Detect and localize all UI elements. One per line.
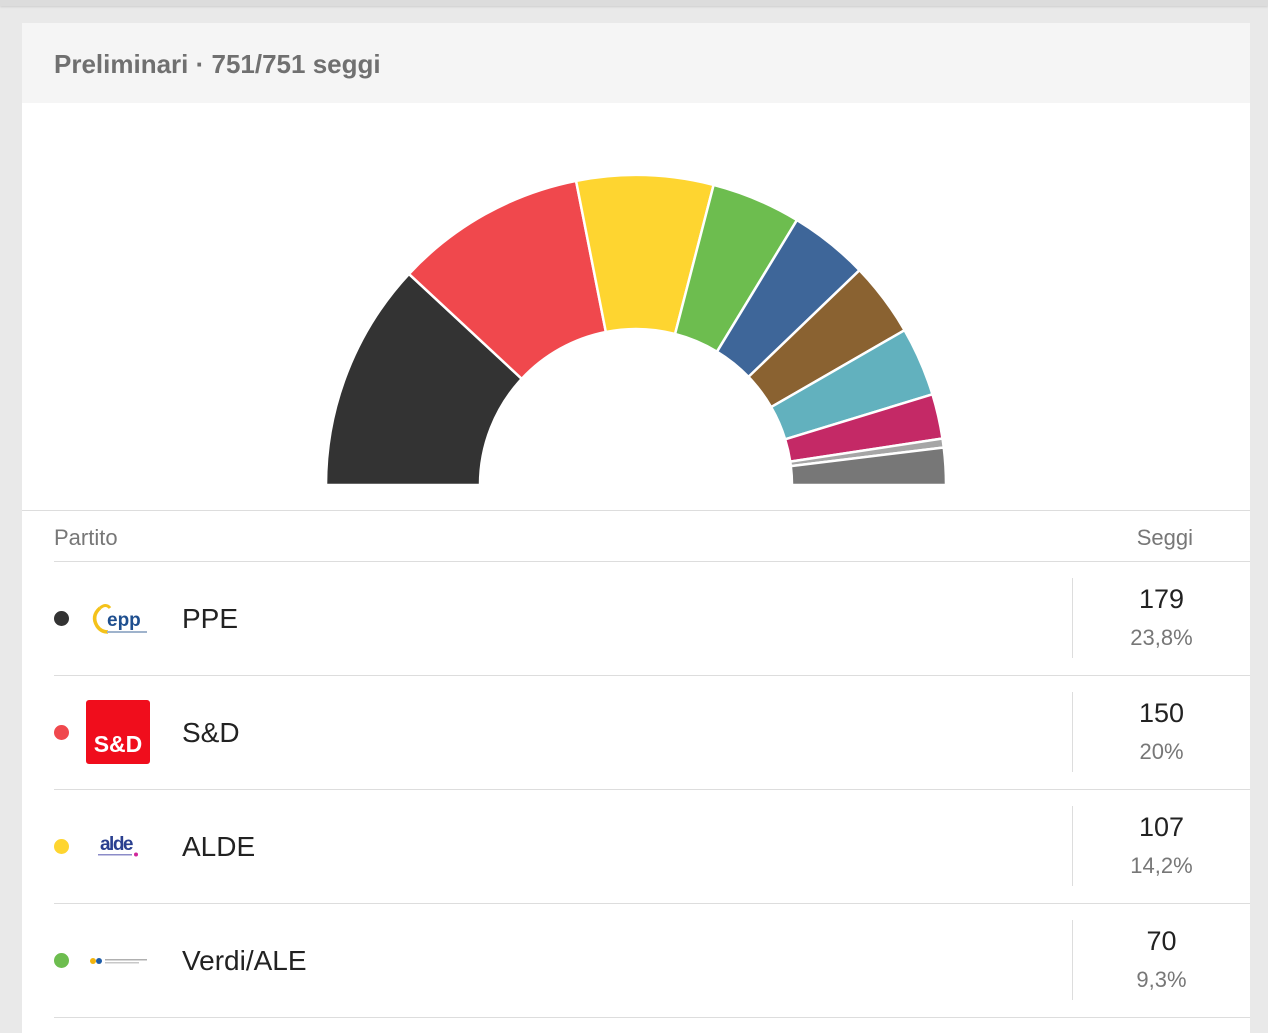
svg-text:alde: alde: [100, 834, 133, 855]
svg-text:S&D: S&D: [94, 731, 143, 757]
party-name: Verdi/ALE: [182, 945, 307, 976]
party-row-ppe[interactable]: epp PPE 179 23,8%: [54, 562, 1250, 676]
seat-percentage: 23,8%: [1130, 625, 1193, 650]
seat-count: 150: [1138, 698, 1185, 728]
results-card: Preliminari · 751/751 seggi Partito Segg…: [22, 23, 1250, 1033]
sd-logo-icon: S&D: [86, 700, 150, 764]
card-title: Preliminari · 751/751 seggi: [54, 49, 381, 79]
svg-text:epp: epp: [107, 610, 141, 631]
party-name: ALDE: [182, 831, 256, 862]
seat-percentage: 14,2%: [1130, 853, 1193, 878]
chart-divider: [22, 510, 1250, 511]
card-header: Preliminari · 751/751 seggi: [22, 23, 1250, 103]
seat-distribution-chart: [324, 173, 948, 487]
party-row-sd[interactable]: S&D S&D 150 20%: [54, 676, 1250, 790]
seat-count: 70: [1146, 926, 1177, 956]
seat-percentage: 9,3%: [1136, 967, 1187, 992]
alde-logo-icon: alde: [98, 834, 138, 857]
column-separator: [1072, 920, 1073, 1000]
party-color-dot: [54, 725, 69, 740]
greens-efa-logo-icon: [90, 958, 147, 964]
top-rule: [0, 0, 1268, 6]
party-row-alde[interactable]: alde ALDE 107 14,2%: [54, 790, 1250, 904]
party-color-dot: [54, 611, 69, 626]
party-color-dot: [54, 839, 69, 854]
party-name: S&D: [182, 717, 240, 748]
column-header-seats: Seggi: [1136, 525, 1193, 550]
party-list: epp PPE 179 23,8% S&D S&D 150 20% alde: [54, 562, 1250, 1018]
seat-percentage: 20%: [1139, 739, 1184, 764]
column-header-party: Partito: [54, 525, 118, 550]
party-name: PPE: [182, 603, 239, 634]
seat-count: 107: [1138, 812, 1185, 842]
party-color-dot: [54, 953, 69, 968]
column-separator: [1072, 806, 1073, 886]
party-row-verdi-ale[interactable]: Verdi/ALE 70 9,3%: [54, 904, 1250, 1018]
table-header: Partito Seggi: [54, 511, 1250, 562]
column-separator: [1072, 578, 1073, 658]
chart-segment-group-9[interactable]: [789, 446, 948, 487]
seat-count: 179: [1138, 584, 1185, 614]
column-separator: [1072, 692, 1073, 772]
epp-logo-icon: epp: [92, 604, 147, 634]
